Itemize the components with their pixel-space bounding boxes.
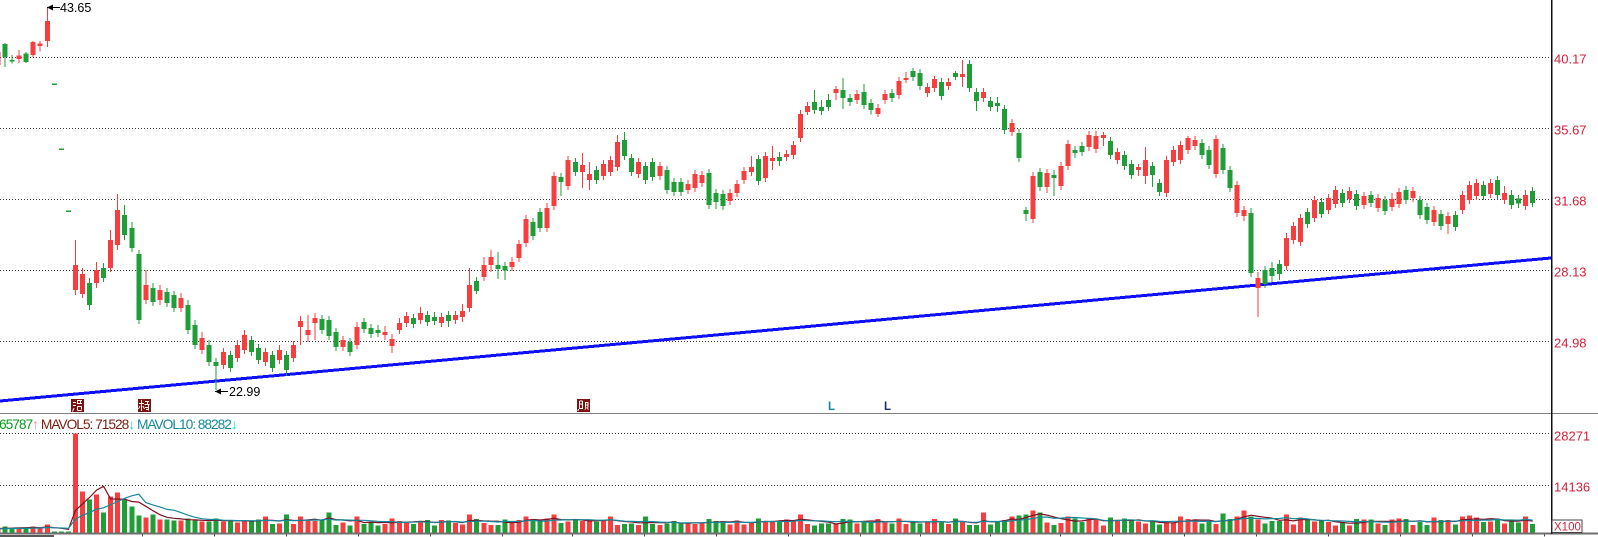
svg-text:43.65: 43.65 bbox=[60, 1, 91, 15]
svg-text:65787↑ MAVOL5: 71528↓ MAVOL10:: 65787↑ MAVOL5: 71528↓ MAVOL10: 88282↓ bbox=[0, 416, 237, 432]
svg-text:L: L bbox=[884, 401, 891, 413]
svg-text:X100: X100 bbox=[1554, 522, 1581, 534]
svg-text:40.17: 40.17 bbox=[1554, 51, 1587, 66]
svg-text:L: L bbox=[828, 401, 835, 413]
svg-text:28271: 28271 bbox=[1554, 428, 1590, 443]
svg-text:24.98: 24.98 bbox=[1554, 335, 1587, 350]
svg-text:28.13: 28.13 bbox=[1554, 264, 1587, 279]
svg-text:22.99: 22.99 bbox=[229, 385, 260, 399]
svg-text:31.68: 31.68 bbox=[1554, 193, 1587, 208]
svg-text:14136: 14136 bbox=[1554, 479, 1590, 494]
svg-text:35.67: 35.67 bbox=[1554, 122, 1587, 137]
